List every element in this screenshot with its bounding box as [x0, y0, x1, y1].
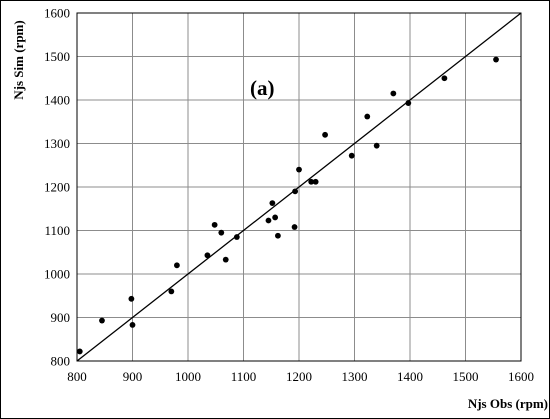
data-point [373, 142, 380, 149]
data-point [99, 317, 105, 324]
y-tick-label: 1100 [44, 223, 70, 238]
y-tick-label: 1300 [44, 136, 70, 151]
data-point [174, 262, 180, 269]
data-point [493, 56, 499, 63]
y-tick-label: 1600 [44, 6, 70, 21]
data-point [364, 113, 371, 120]
data-point [76, 348, 83, 355]
x-axis-title: Njs Obs (rpm) [468, 396, 548, 411]
data-point [129, 321, 136, 328]
y-tick-label: 900 [51, 310, 71, 325]
panel-label: (a) [250, 76, 275, 100]
y-axis-title: Njs Sim (rpm) [11, 20, 26, 99]
points-layer [76, 56, 499, 355]
reference-line-y-equals-x [76, 12, 522, 362]
data-point [222, 256, 229, 263]
x-tick-label: 1300 [342, 369, 368, 384]
data-point [308, 178, 315, 185]
data-point [296, 166, 302, 173]
data-point [211, 221, 218, 228]
data-point [128, 295, 135, 302]
data-point [204, 252, 211, 259]
data-point [405, 100, 412, 106]
x-tick-label: 1600 [508, 369, 534, 384]
y-tick-label: 1400 [44, 93, 70, 108]
y-tick-label: 1000 [44, 267, 70, 282]
data-point [441, 75, 448, 82]
y-tick-label: 800 [51, 354, 71, 369]
data-point [291, 224, 298, 230]
data-point [292, 188, 299, 195]
data-point [218, 229, 225, 236]
grid-layer [77, 13, 521, 361]
plot-area-border [76, 12, 522, 362]
data-point [265, 217, 272, 224]
x-tick-label: 1100 [231, 369, 257, 384]
data-point [322, 131, 328, 138]
y-tick-label: 1500 [44, 49, 70, 64]
data-point [168, 288, 175, 295]
x-tick-label: 900 [123, 369, 143, 384]
x-tick-labels: 800 900 1000 1100 1200 1300 1400 1500 1600 [67, 369, 534, 384]
data-point [390, 90, 397, 97]
y-tick-label: 1200 [44, 180, 70, 195]
x-tick-label: 1500 [453, 369, 479, 384]
x-tick-label: 800 [67, 369, 87, 384]
data-point [272, 214, 279, 221]
x-tick-label: 1000 [175, 369, 201, 384]
data-point [269, 200, 276, 206]
x-tick-label: 1400 [397, 369, 423, 384]
data-point [312, 178, 319, 185]
data-point [233, 234, 240, 240]
data-point [275, 232, 281, 239]
data-point [348, 152, 355, 159]
x-tick-label: 1200 [286, 369, 312, 384]
y-tick-labels: 800 900 1000 1100 1200 1300 1400 1500 1600 [44, 6, 70, 369]
